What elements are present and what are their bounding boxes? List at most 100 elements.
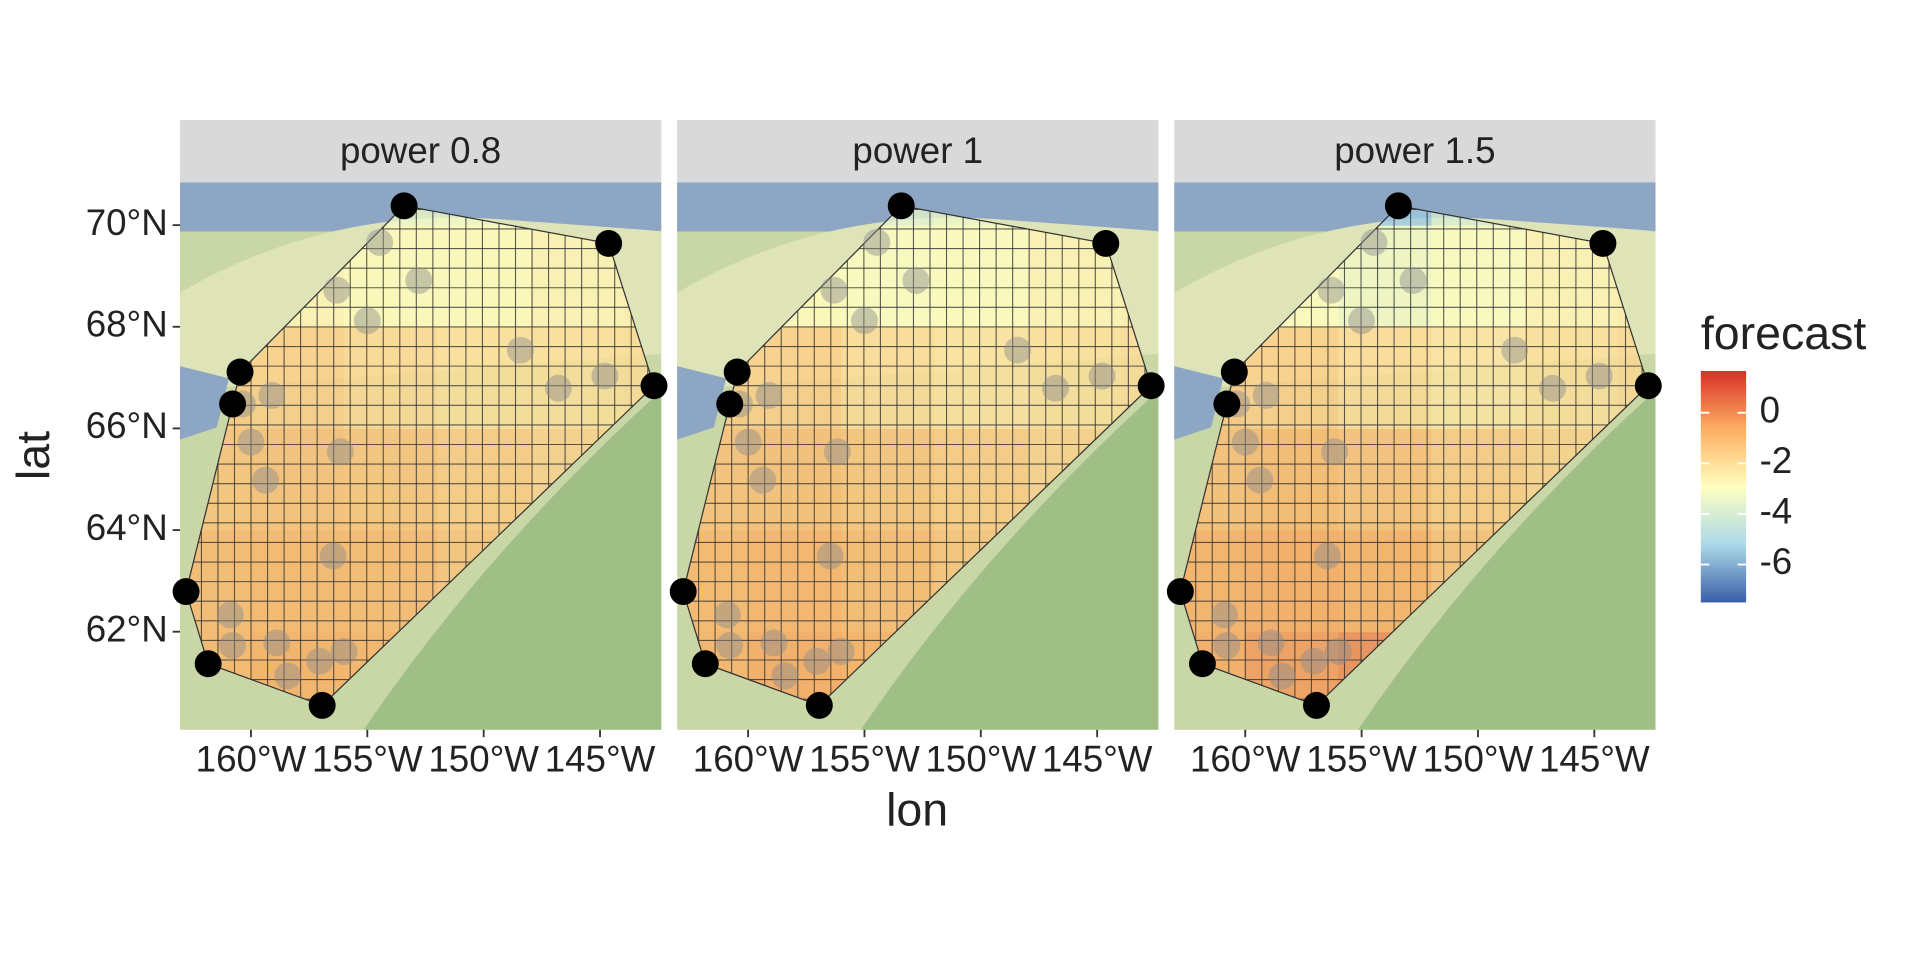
hull-point [691,650,719,678]
hull-point [194,650,222,678]
station-point [544,374,572,402]
station-point [1321,438,1349,466]
station-point [755,381,783,409]
station-point [716,631,744,659]
forecast-cell [841,428,935,531]
station-point [902,267,930,295]
station-point [1324,638,1352,666]
station-point [749,466,777,494]
station-point [1088,362,1116,390]
station-point [323,276,351,304]
hull-point [805,691,833,719]
forecast-cell [1524,326,1619,430]
mountains [860,390,1159,730]
hull-point [887,192,915,220]
station-point [803,647,831,675]
facet-title: power 1.5 [1334,130,1495,171]
station-point [258,381,286,409]
colorbar-label: 0 [1760,389,1780,430]
coast-sea [180,366,229,440]
station-point [827,638,855,666]
forecast-cell [1338,428,1433,531]
station-point [1348,307,1376,335]
hull-point [1166,578,1194,606]
station-point [252,466,280,494]
station-point [1004,336,1032,364]
station-point [863,228,891,256]
mountains [363,390,662,730]
forecast-cell [934,428,1028,531]
station-point [366,228,394,256]
forecast-cell [1245,428,1339,531]
forecast-cell [250,428,345,531]
x-tick-label: 145°W [1042,738,1153,779]
station-point [1539,374,1567,402]
x-tick-label: 160°W [196,738,307,779]
mountains [1357,390,1656,730]
forecast-cell [1431,428,1526,531]
hull-point [716,390,744,418]
forecast-cell [1027,326,1122,430]
y-axis-title: lat [7,431,59,480]
x-tick-label: 155°W [312,738,423,779]
station-point [850,307,878,335]
station-point [237,428,265,456]
station-point [1501,336,1529,364]
x-tick-label: 145°W [545,738,656,779]
y-tick-label: 68°N [86,303,168,344]
hull-point [219,390,247,418]
y-tick-label: 70°N [86,202,168,243]
station-point [1042,374,1069,402]
station-point [1246,466,1274,494]
station-point [353,307,381,335]
x-tick-label: 160°W [1190,738,1301,779]
coast-sea [1174,366,1224,440]
station-point [405,267,433,295]
forecast-cell [1431,225,1526,328]
station-point [1399,267,1427,295]
station-point [713,601,741,629]
forecast-cell [344,326,438,430]
forecast-cell [841,326,935,430]
hull-point [226,358,254,386]
station-point [319,542,347,570]
station-point [1257,629,1285,657]
x-tick-label: 145°W [1539,738,1650,779]
forecast-cell [437,225,531,328]
hull-point [1302,691,1330,719]
station-point [1317,276,1345,304]
forecast-cell [437,428,531,531]
station-point [1313,542,1341,570]
hull-point [1220,358,1248,386]
station-point [824,438,851,466]
station-point [506,336,534,364]
hull-point [1092,229,1120,257]
station-point [1213,631,1241,659]
y-tick-label: 66°N [86,405,168,446]
station-point [326,438,354,466]
x-tick-label: 160°W [693,738,804,779]
y-tick-label: 64°N [86,507,168,548]
forecast-cell [748,428,842,531]
hull-point [669,578,697,606]
station-point [1268,662,1296,690]
station-point [1300,647,1328,675]
station-point [216,601,244,629]
facet-strip [180,120,662,183]
hull-point [1137,372,1165,400]
x-tick-label: 150°W [1423,738,1534,779]
forecast-cell [1338,326,1433,430]
facet-title: power 1 [852,130,983,171]
hull-point [308,691,336,719]
station-point [771,662,799,690]
hull-point [1213,390,1241,418]
x-tick-label: 155°W [1306,738,1417,779]
station-point [274,662,302,690]
station-point [1360,228,1388,256]
station-point [760,629,788,657]
forecast-cell [344,428,438,531]
colorbar-label: -2 [1760,440,1793,481]
station-point [1585,362,1613,390]
